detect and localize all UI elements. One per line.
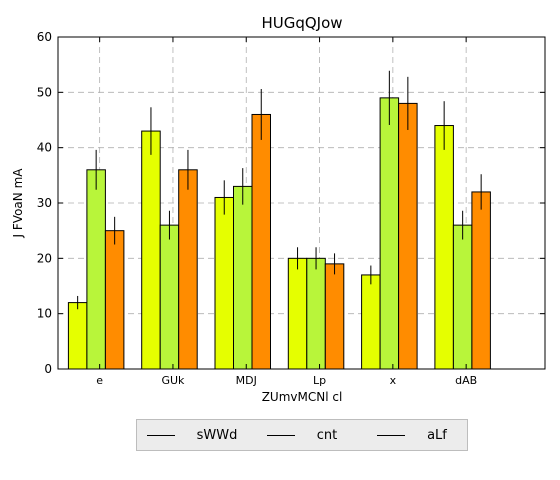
y-tick-label: 40 <box>37 141 52 155</box>
y-tick-label: 30 <box>37 196 52 210</box>
y-tick-label: 0 <box>44 362 52 376</box>
bar <box>251 113 271 370</box>
x-tick-label: GUk <box>161 374 185 387</box>
bar <box>233 185 253 370</box>
x-tick-label: dAB <box>455 374 477 387</box>
legend-label-alf: aLf <box>427 427 447 443</box>
bar <box>141 130 161 370</box>
legend: sWWd cnt aLf <box>136 419 468 451</box>
x-tick-label: e <box>96 374 103 387</box>
legend-item-swwd: sWWd <box>137 428 247 443</box>
bar <box>104 230 125 370</box>
x-axis-label: ZUmvMCNl cl <box>262 390 343 404</box>
legend-label-swwd: sWWd <box>196 427 238 443</box>
bar <box>379 97 400 370</box>
bar <box>287 257 308 370</box>
bar <box>324 263 345 370</box>
bar <box>159 224 180 370</box>
bar <box>214 196 234 370</box>
error-bars <box>77 70 482 310</box>
x-axis-ticks: e GUk MDJ Lp x dAB <box>96 37 477 387</box>
y-axis-ticks: 0 10 20 30 40 50 60 <box>37 30 545 376</box>
bar <box>178 169 198 370</box>
chart-title: HUGqQJow <box>261 14 342 32</box>
x-tick-label: MDJ <box>236 374 257 387</box>
legend-line-swwd <box>146 434 175 436</box>
y-tick-label: 60 <box>37 30 52 44</box>
bar <box>434 125 454 370</box>
bar <box>67 302 88 370</box>
legend-line-alf <box>377 434 406 436</box>
legend-line-cnt <box>266 434 295 436</box>
legend-item-alf: aLf <box>357 428 467 443</box>
bar <box>361 274 381 370</box>
y-axis-label: J FVoaN mA <box>11 168 25 239</box>
y-tick-label: 10 <box>37 307 52 321</box>
bar <box>86 169 106 370</box>
bar <box>398 102 418 370</box>
x-tick-label: x <box>390 374 397 387</box>
y-tick-label: 50 <box>37 85 52 99</box>
bar <box>471 191 491 370</box>
bar <box>306 257 326 370</box>
y-tick-label: 20 <box>37 251 52 265</box>
legend-label-cnt: cnt <box>316 427 338 443</box>
x-tick-label: Lp <box>313 374 326 387</box>
legend-item-cnt: cnt <box>247 428 357 443</box>
bar <box>452 224 473 370</box>
